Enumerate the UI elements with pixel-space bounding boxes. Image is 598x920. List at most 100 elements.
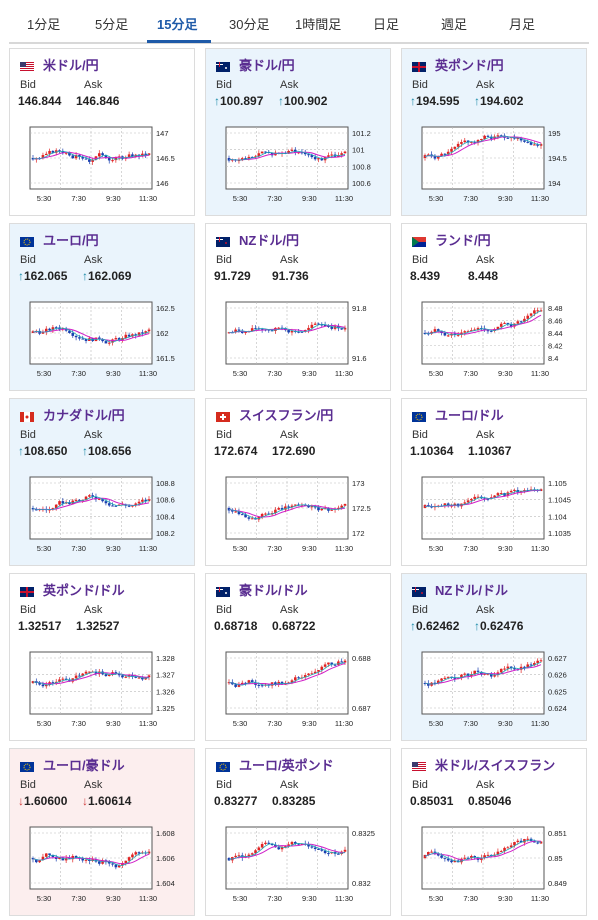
pair-name[interactable]: ユーロ/英ポンド [239, 758, 334, 773]
currency-card[interactable]: 豪ドル/円 Bid Ask ↑100.897 ↑100.902 101.2 101 100.8… [205, 48, 391, 216]
pair-name[interactable]: 英ポンド/円 [435, 58, 504, 73]
currency-card[interactable]: 豪ドル/ドル Bid Ask 0.68718 0.68722 0.688 0.687 5:30… [205, 573, 391, 741]
eu-flag [412, 409, 426, 422]
bid-value: 146.844 [18, 94, 61, 108]
candlestick-chart[interactable]: 173 172.5 172 5:30 7:30 9:30 11:30 [212, 469, 386, 561]
tab-30min[interactable]: 30分足 [229, 17, 270, 32]
candle-body [476, 140, 480, 143]
tab-weekly[interactable]: 週足 [441, 17, 468, 32]
candlestick-chart[interactable]: 0.851 0.85 0.849 5:30 7:30 9:30 11:30 [408, 819, 582, 911]
y-tick-label: 172 [352, 529, 365, 538]
x-tick-label: 5:30 [233, 894, 248, 903]
candlestick-chart[interactable]: 1.105 1.1045 1.104 1.1035 5:30 7:30 9:30 11:30 [408, 469, 582, 561]
candlestick-chart[interactable]: 195 194.5 194 5:30 7:30 9:30 11:30 [408, 119, 582, 211]
candlestick-chart[interactable]: 1.328 1.327 1.326 1.325 5:30 7:30 9:30 11:30 [16, 644, 190, 736]
currency-card[interactable]: NZドル/円 Bid Ask 91.729 91.736 91.8 91.6 5:30 7:30… [205, 223, 391, 391]
pair-name[interactable]: ユーロ/ドル [435, 408, 504, 423]
ask-value: 0.85046 [468, 794, 511, 808]
candlestick-chart[interactable]: 0.688 0.687 5:30 7:30 9:30 11:30 [212, 644, 386, 736]
tab-1min[interactable]: 1分足 [27, 17, 61, 32]
ask-price: 1.10367 [468, 444, 512, 458]
candle-body [343, 151, 347, 154]
tab-1hour[interactable]: 1時間足 [295, 17, 342, 32]
candle-body [440, 678, 443, 681]
candle-body [91, 159, 94, 162]
pair-name[interactable]: カナダドル/円 [43, 408, 125, 423]
tab-5min[interactable]: 5分足 [95, 17, 129, 32]
pair-name[interactable]: 豪ドル/ドル [239, 583, 308, 598]
ch-flag [216, 409, 230, 422]
bid-label: Bid [20, 429, 36, 441]
tab-monthly[interactable]: 月足 [509, 17, 536, 32]
candle-body [473, 329, 477, 331]
candle-body [310, 155, 314, 158]
pair-name[interactable]: スイスフラン/円 [239, 408, 334, 423]
candle-body [499, 668, 503, 673]
candlestick-chart[interactable]: 147 146.5 146 5:30 7:30 9:30 11:30 [16, 119, 190, 211]
currency-card[interactable]: ランド/円 Bid Ask 8.439 8.448 8.48 8.46 8.44 8.42 8.4… [401, 223, 587, 391]
currency-card[interactable]: 米ドル/スイスフラン Bid Ask 0.85031 0.85046 0.851 0.85 0… [401, 748, 587, 916]
ask-value: ↑162.069 [82, 269, 131, 283]
candle-body [320, 324, 324, 326]
moving-average-short [424, 839, 542, 862]
candlestick-chart[interactable]: 0.8325 0.832 5:30 7:30 9:30 11:30 [212, 819, 386, 911]
candle-body [523, 140, 526, 142]
pair-name[interactable]: 英ポンド/ドル [43, 583, 125, 598]
pair-name[interactable]: NZドル/円 [239, 233, 299, 248]
y-tick-label: 161.5 [156, 354, 175, 363]
currency-card[interactable]: ユーロ/豪ドル Bid Ask ↓1.60600 ↓1.60614 1.608 1.606 1… [9, 748, 195, 916]
candlestick-chart[interactable]: 0.627 0.626 0.625 0.624 5:30 7:30 9:30 11:30 [408, 644, 582, 736]
ask-value: 1.32527 [76, 619, 119, 633]
candle-body [121, 862, 124, 866]
pair-name[interactable]: 米ドル/スイスフラン [435, 758, 556, 773]
y-tick-label: 108.4 [156, 512, 175, 521]
candle-body [101, 498, 104, 502]
ask-price: 0.62476 [480, 619, 524, 633]
candle-body [127, 334, 131, 337]
tab-15min[interactable]: 15分足 [157, 17, 198, 32]
pair-name[interactable]: NZドル/ドル [435, 583, 508, 598]
candlestick-chart[interactable]: 8.48 8.46 8.44 8.42 8.4 5:30 7:30 9:30 11:30 [408, 294, 582, 386]
candlestick-chart[interactable]: 162.5 162 161.5 5:30 7:30 9:30 11:30 [16, 294, 190, 386]
bid-price: 0.62462 [416, 619, 460, 633]
tab-daily[interactable]: 日足 [373, 17, 400, 32]
currency-card[interactable]: ユーロ/英ポンド Bid Ask 0.83277 0.83285 0.8325 0.832 5… [205, 748, 391, 916]
candle-body [97, 337, 101, 339]
pair-name[interactable]: ランド/円 [435, 233, 491, 248]
moving-average-long [228, 843, 346, 860]
candle-body [446, 335, 450, 337]
pair-name[interactable]: 米ドル/円 [43, 58, 99, 73]
candlestick-chart[interactable]: 91.8 91.6 5:30 7:30 9:30 11:30 [212, 294, 386, 386]
currency-card[interactable]: 英ポンド/ドル Bid Ask 1.32517 1.32527 1.328 1.327 1.3… [9, 573, 195, 741]
currency-card[interactable]: NZドル/ドル Bid Ask ↑0.62462 ↑0.62476 0.627 0.626 0… [401, 573, 587, 741]
bid-label: Bid [20, 779, 36, 791]
ask-value: 8.448 [468, 269, 498, 283]
candle-body [519, 840, 523, 843]
candle-body [446, 858, 450, 861]
pair-name[interactable]: ユーロ/円 [43, 233, 99, 248]
candle-body [247, 517, 251, 519]
currency-card[interactable]: カナダドル/円 Bid Ask ↑108.650 ↑108.656 108.8 108.6 1… [9, 398, 195, 566]
candlestick-chart[interactable]: 108.8 108.6 108.4 108.2 5:30 7:30 9:30 11:30 [16, 469, 190, 561]
y-tick-label: 146.5 [156, 154, 175, 163]
candle-body [134, 852, 138, 855]
candle-body [463, 857, 467, 859]
currency-card[interactable]: ユーロ/ドル Bid Ask 1.10364 1.10367 1.105 1.1045 1.1… [401, 398, 587, 566]
bid-price: 1.60600 [24, 794, 68, 808]
x-tick-label: 11:30 [335, 719, 353, 728]
currency-card[interactable]: ユーロ/円 Bid Ask ↑162.065 ↑162.069 162.5 162 161.5… [9, 223, 195, 391]
arrow-down-icon: ↓ [82, 794, 88, 808]
pair-name[interactable]: 豪ドル/円 [239, 58, 295, 73]
bid-price: 1.32517 [18, 619, 62, 633]
candle-body [486, 135, 490, 137]
currency-card[interactable]: スイスフラン/円 Bid Ask 172.674 172.690 173 172.5 172 5… [205, 398, 391, 566]
y-tick-label: 108.8 [156, 479, 175, 488]
x-tick-label: 9:30 [106, 544, 121, 553]
currency-card[interactable]: 英ポンド/円 Bid Ask ↑194.595 ↑194.602 195 194.5 194 5… [401, 48, 587, 216]
pair-name[interactable]: ユーロ/豪ドル [43, 758, 125, 773]
candlestick-chart[interactable]: 101.2 101 100.8 100.6 5:30 7:30 9:30 11:30 [212, 119, 386, 211]
candle-body [284, 846, 287, 848]
candlestick-chart[interactable]: 1.608 1.606 1.604 5:30 7:30 9:30 11:30 [16, 819, 190, 911]
candle-body [131, 334, 134, 337]
currency-card[interactable]: 米ドル/円 Bid Ask 146.844 146.846 147 146.5 146 5:30… [9, 48, 195, 216]
